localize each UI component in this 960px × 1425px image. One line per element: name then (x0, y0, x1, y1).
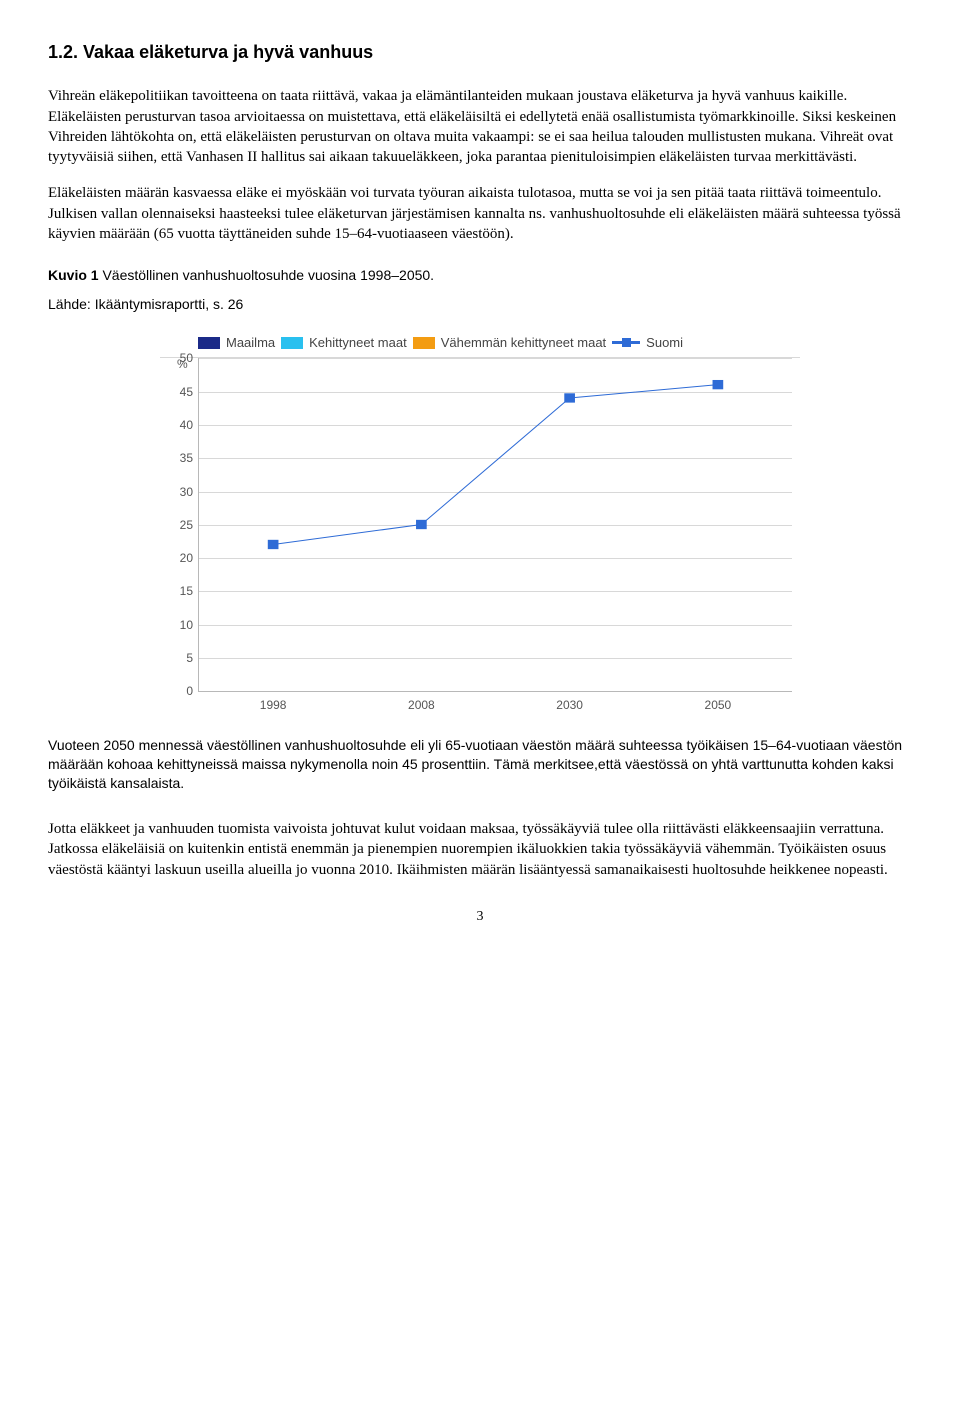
legend-line-swatch (612, 341, 640, 344)
line-marker (564, 394, 575, 403)
figure-number: Kuvio 1 (48, 267, 99, 283)
y-tick-label: 25 (169, 517, 193, 533)
y-tick-label: 40 (169, 417, 193, 433)
paragraph-1: Vihreän eläkepolitiikan tavoitteena on t… (48, 86, 912, 167)
chart-plot-area: % 051015202530354045501998200820302050 (198, 358, 792, 692)
figure-title: Väestöllinen vanhushuoltosuhde vuosina 1… (102, 267, 434, 283)
figure-source: Lähde: Ikääntymisraportti, s. 26 (48, 295, 912, 314)
y-tick-label: 15 (169, 583, 193, 599)
chart: % 051015202530354045501998200820302050 (160, 357, 800, 718)
x-tick-label: 2050 (705, 697, 732, 713)
legend-label: Vähemmän kehittyneet maat (441, 334, 606, 352)
line-marker (416, 520, 427, 529)
page-number: 3 (48, 908, 912, 927)
y-tick-label: 0 (169, 683, 193, 699)
paragraph-3: Jotta eläkkeet ja vanhuuden tuomista vai… (48, 819, 912, 880)
legend-swatch (198, 337, 220, 349)
figure-caption: Vuoteen 2050 mennessä väestöllinen vanhu… (48, 736, 912, 793)
legend-label: Suomi (646, 334, 683, 352)
line-marker (268, 540, 279, 549)
y-tick-label: 30 (169, 483, 193, 499)
legend-label: Maailma (226, 334, 275, 352)
chart-container: Maailma Kehittyneet maat Vähemmän kehittyn… (160, 328, 800, 719)
y-tick-label: 45 (169, 384, 193, 400)
chart-legend: Maailma Kehittyneet maat Vähemmän kehittyn… (160, 328, 800, 358)
paragraph-2: Eläkeläisten määrän kasvaessa eläke ei m… (48, 183, 912, 244)
line-path (273, 385, 718, 545)
line-marker (713, 380, 724, 389)
y-tick-label: 50 (169, 350, 193, 366)
legend-swatch (281, 337, 303, 349)
x-tick-label: 2008 (408, 697, 435, 713)
y-tick-label: 10 (169, 617, 193, 633)
y-tick-label: 5 (169, 650, 193, 666)
y-tick-label: 20 (169, 550, 193, 566)
legend-label: Kehittyneet maat (309, 334, 407, 352)
y-tick-label: 35 (169, 450, 193, 466)
x-tick-label: 1998 (260, 697, 287, 713)
line-overlay (199, 358, 792, 691)
legend-swatch (413, 337, 435, 349)
figure-label: Kuvio 1 Väestöllinen vanhushuoltosuhde v… (48, 266, 912, 285)
x-tick-label: 2030 (556, 697, 583, 713)
section-heading: 1.2. Vakaa eläketurva ja hyvä vanhuus (48, 40, 912, 64)
